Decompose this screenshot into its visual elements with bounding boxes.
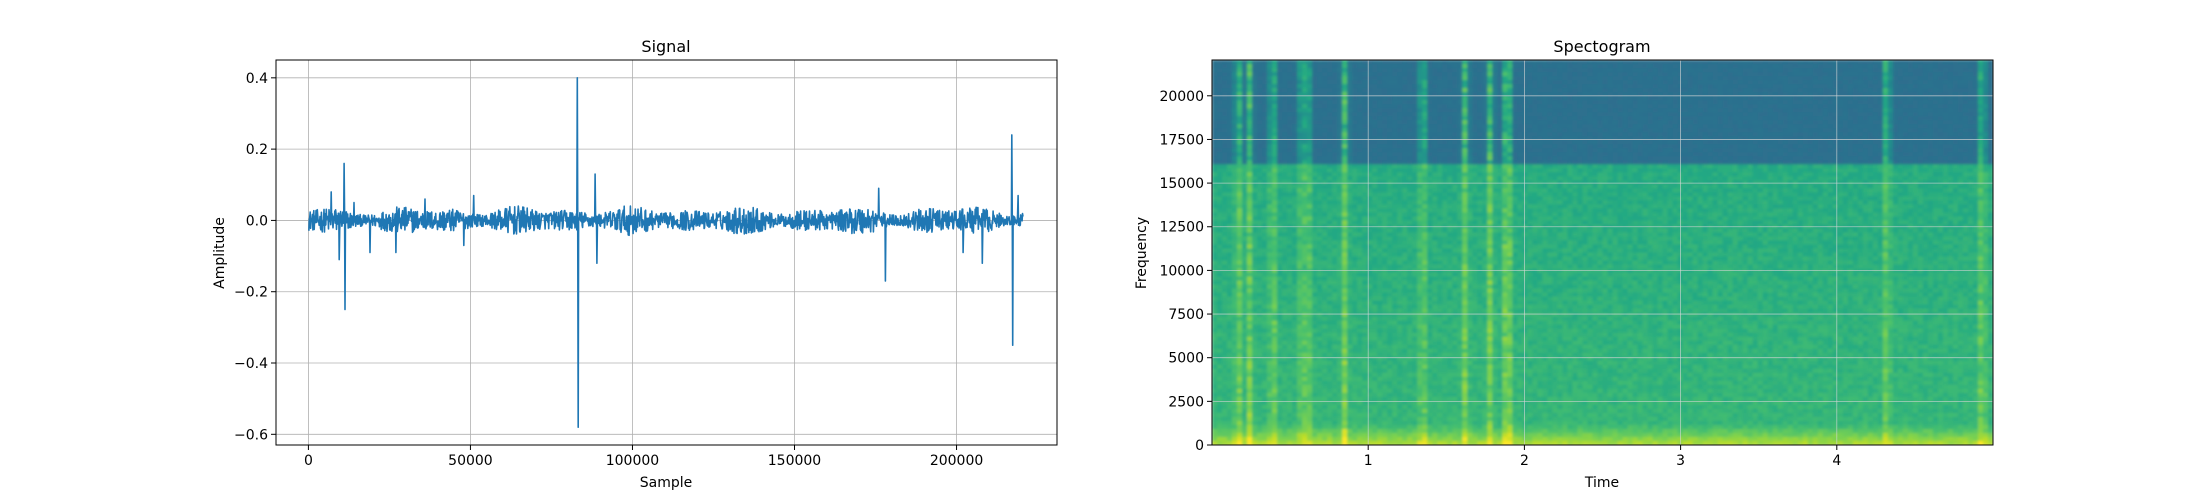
signal-y-tick-label: 0.4 [246, 71, 268, 87]
signal-plot-frame [275, 59, 1058, 446]
signal-y-tick-label: 0.2 [246, 142, 268, 158]
spectrogram-y-tick-label: 5000 [1168, 351, 1204, 367]
signal-title: Signal [641, 37, 690, 56]
signal-x-axis-label: Sample [640, 475, 693, 491]
spectrogram-x-axis-label: Time [1584, 475, 1619, 491]
spectrogram-plot-frame [1211, 59, 1994, 446]
spectrogram-x-tick-label: 3 [1676, 453, 1685, 469]
spectrogram-x-tick-label: 4 [1832, 453, 1841, 469]
spectrogram-y-tick-label: 12500 [1159, 220, 1204, 236]
spectrogram-x-tick-label: 2 [1520, 453, 1529, 469]
signal-y-tick-label: −0.2 [234, 285, 268, 301]
spectrogram-cells [1212, 60, 1993, 445]
spectrogram-y-ticks: 0 2500 5000 7500 10000 12500 15000 17500 20000 [1159, 89, 1212, 454]
signal-y-tick-label: −0.6 [234, 427, 268, 443]
signal-x-ticks: 0 50000 100000 150000 200000 [304, 445, 983, 469]
spectrogram-chart: 1 2 3 4 0 2500 5000 7500 10000 12500 15000 17500 20… [1134, 37, 1994, 491]
signal-chart: 0 50000 100000 150000 200000 0.4 0.2 0.0 −0.2 −0… [212, 37, 1058, 491]
signal-y-tick-label: 0.0 [246, 213, 268, 229]
spectrogram-y-tick-label: 7500 [1168, 307, 1204, 323]
spectrogram-gridlines [1212, 60, 1993, 445]
spectrogram-y-tick-label: 10000 [1159, 263, 1204, 279]
signal-y-tick-label: −0.4 [234, 356, 268, 372]
signal-x-tick-label: 150000 [768, 453, 821, 469]
spectrogram-y-axis-label: Frequency [1134, 217, 1150, 289]
spectrogram-y-tick-label: 0 [1195, 438, 1204, 454]
spectrogram-title: Spectogram [1553, 37, 1650, 56]
spectrogram-y-tick-label: 15000 [1159, 176, 1204, 192]
signal-waveform [308, 77, 1024, 428]
signal-gridlines [276, 60, 1057, 445]
spectrogram-image [1212, 60, 1993, 445]
spectrogram-x-tick-label: 1 [1364, 453, 1373, 469]
spectrogram-y-tick-label: 2500 [1168, 394, 1204, 410]
spectrogram-y-tick-label: 17500 [1159, 132, 1204, 148]
signal-x-tick-label: 0 [304, 453, 313, 469]
spectrogram-y-tick-label: 20000 [1159, 89, 1204, 105]
spectrogram-x-ticks: 1 2 3 4 [1364, 445, 1841, 469]
signal-x-tick-label: 50000 [448, 453, 493, 469]
signal-series-line [308, 77, 1024, 428]
signal-y-axis-label: Amplitude [212, 217, 228, 289]
signal-x-tick-label: 100000 [606, 453, 659, 469]
signal-y-ticks: 0.4 0.2 0.0 −0.2 −0.4 −0.6 [234, 71, 276, 443]
signal-x-tick-label: 200000 [930, 453, 983, 469]
